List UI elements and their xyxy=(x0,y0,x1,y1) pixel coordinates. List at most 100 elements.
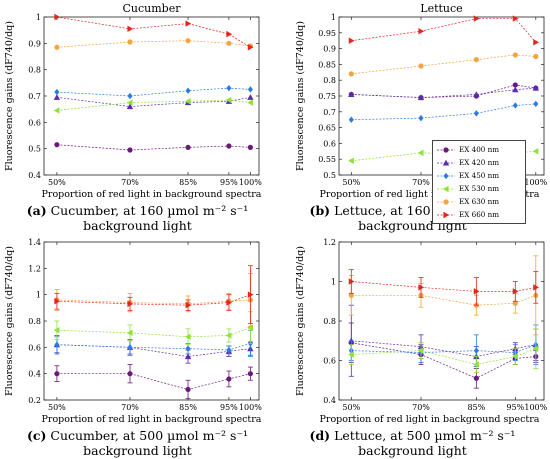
data-point xyxy=(226,299,233,306)
caption-a-line1: Cucumber, at 160 µmol m⁻² s⁻¹ xyxy=(50,203,249,218)
data-point xyxy=(418,63,424,69)
data-point xyxy=(54,371,60,377)
data-point xyxy=(473,288,480,295)
data-point xyxy=(127,39,133,45)
y-tick-label: 0.9 xyxy=(28,39,41,48)
series-line-2 xyxy=(56,87,251,97)
data-point xyxy=(226,84,232,92)
legend-entry: EX 420 nm xyxy=(437,157,499,168)
x-tick-label: 100% xyxy=(524,178,547,187)
data-point xyxy=(247,291,254,298)
series-line-5 xyxy=(351,281,536,292)
data-point xyxy=(417,149,424,157)
legend-marker xyxy=(443,211,450,218)
data-point xyxy=(348,37,355,44)
y-tick-label: 0.6 xyxy=(28,343,41,352)
data-point xyxy=(512,102,518,109)
series-line-4 xyxy=(351,54,536,75)
data-point xyxy=(247,94,254,100)
y-tick-label: 0.8 xyxy=(323,76,336,85)
y-tick-label: 1 xyxy=(36,13,41,22)
y-tick-label: 1 xyxy=(36,291,41,300)
series-line-1 xyxy=(351,340,536,357)
data-point xyxy=(126,329,133,337)
y-tick-label: 1 xyxy=(331,13,336,22)
y-tick-label: 0.4 xyxy=(28,370,41,379)
legend-entry: EX 450 nm xyxy=(437,170,499,181)
series-line-0 xyxy=(351,84,536,98)
data-point xyxy=(473,375,479,381)
y-tick-label: 0.9 xyxy=(323,45,336,54)
data-point xyxy=(533,284,539,291)
legend-entry: EX 630 nm xyxy=(437,196,499,207)
x-tick-label: 95% xyxy=(506,403,524,412)
y-tick-label: 0.6 xyxy=(323,139,336,148)
y-tick-label: 0.55 xyxy=(318,155,336,164)
x-tick-label: 95% xyxy=(220,403,238,412)
x-tick-label: 85% xyxy=(467,403,485,412)
y-axis-label: Fluorescence gains (dF740/dq) xyxy=(4,246,15,396)
data-point xyxy=(512,300,518,306)
series-line-2 xyxy=(351,344,536,353)
x-tick-label: 50% xyxy=(48,178,66,187)
data-point xyxy=(54,298,61,305)
chart-panel-0: 0.4 0.5 0.6 0.7 0.8 0.9 1 50% 70% 85% 95% 100% Propo… xyxy=(4,2,262,200)
y-tick-label: 0.2 xyxy=(28,396,41,405)
data-point xyxy=(184,98,191,105)
data-point xyxy=(126,103,134,110)
data-point xyxy=(348,351,354,358)
y-tick-label: 0.8 xyxy=(28,66,41,75)
x-axis-label: Proportion of red light in background sp… xyxy=(42,189,262,200)
data-point xyxy=(533,39,539,46)
y-tick-label: 0.75 xyxy=(318,92,336,101)
x-tick-label: 50% xyxy=(342,403,360,412)
chart-title: Cucumber xyxy=(123,2,182,15)
legend-swatch xyxy=(437,172,455,179)
series-line-0 xyxy=(56,373,251,390)
series-line-3 xyxy=(56,99,251,111)
data-point xyxy=(473,110,479,117)
x-tick-label: 95% xyxy=(220,178,238,187)
y-tick-label: 1.2 xyxy=(323,238,336,247)
data-point xyxy=(185,144,191,150)
series-line-5 xyxy=(56,294,251,306)
y-axis-label: Fluorescence gains (dF740/dq) xyxy=(295,21,306,171)
data-point xyxy=(53,107,60,114)
data-point xyxy=(417,94,425,101)
data-point xyxy=(127,25,134,33)
legend-marker xyxy=(443,172,449,179)
data-point xyxy=(225,96,232,104)
data-point xyxy=(473,361,479,368)
series-line-0 xyxy=(351,342,536,379)
plot-frame xyxy=(43,241,260,401)
data-point xyxy=(247,44,254,51)
chart-panel-2: 0.2 0.4 0.6 0.8 1 1.2 1.4 50% 70% 85% 95% 100% Propo… xyxy=(4,238,262,425)
data-point xyxy=(185,38,191,44)
data-point xyxy=(348,157,354,164)
data-point xyxy=(54,44,60,50)
data-point xyxy=(512,52,518,58)
legend-swatch xyxy=(437,146,455,153)
legend-marker xyxy=(443,146,449,153)
legend-label: EX 450 nm xyxy=(459,171,500,180)
data-point xyxy=(473,91,480,97)
caption-a-letter: (a) xyxy=(26,203,47,218)
caption-c-letter: (c) xyxy=(26,428,47,443)
caption-d-line1: Lettuce, at 500 µmol m⁻² s⁻¹ xyxy=(334,428,516,443)
x-tick-label: 70% xyxy=(412,403,430,412)
x-axis-label: Proportion of red light in background sp… xyxy=(320,414,540,425)
data-point xyxy=(532,345,539,352)
x-tick-label: 70% xyxy=(121,178,139,187)
series-line-2 xyxy=(56,343,251,351)
legend-marker xyxy=(442,185,449,192)
data-point xyxy=(226,143,232,149)
legend-swatch xyxy=(437,159,455,166)
plot-frame xyxy=(338,241,545,401)
legend-swatch xyxy=(437,211,455,218)
data-point xyxy=(184,353,192,360)
y-tick-label: 0.7 xyxy=(28,92,41,101)
x-tick-label: 100% xyxy=(239,178,262,187)
legend-label: EX 400 nm xyxy=(459,145,500,154)
x-tick-label: 100% xyxy=(524,403,547,412)
caption-d-line2: background light xyxy=(358,443,467,458)
